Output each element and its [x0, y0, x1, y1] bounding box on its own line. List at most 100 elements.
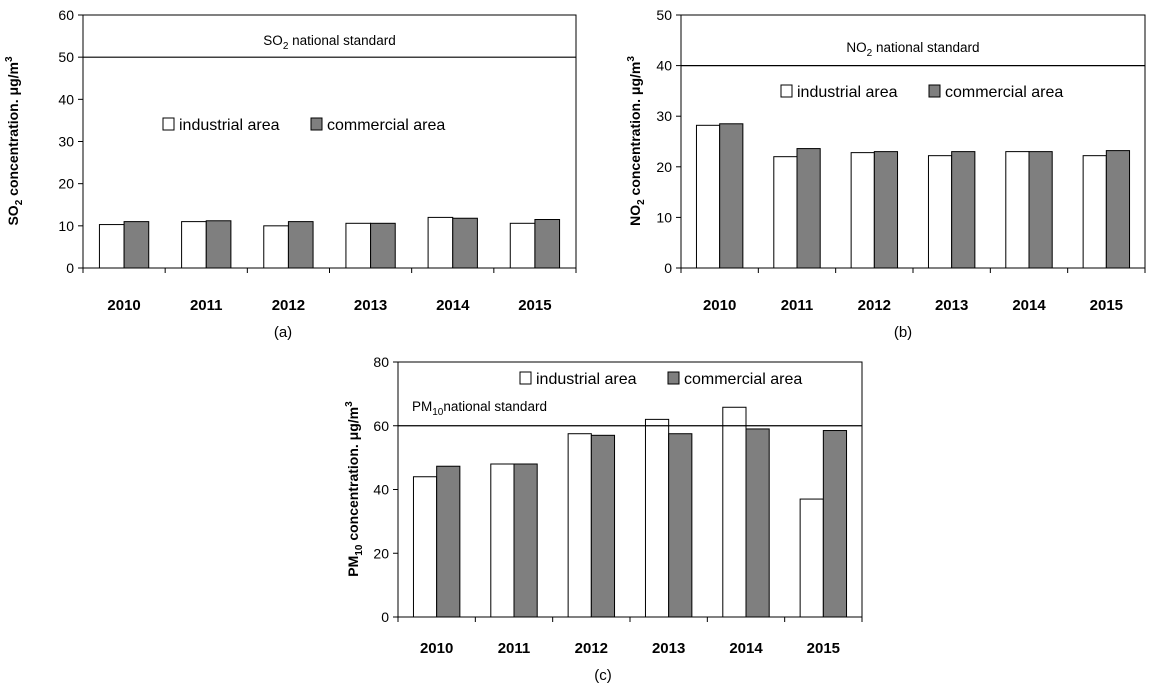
legend: industrial area commercial area — [519, 371, 802, 388]
x-tick-label: 2014 — [729, 640, 763, 657]
chart-panel-3: 0 20 40 60 80 2010 2011 2012 2013 2014 2015 PM10nat… — [344, 354, 863, 684]
commercial-bar-2010 — [719, 123, 744, 269]
y-tick-label: 0 — [66, 260, 74, 276]
industrial-bar-2012 — [263, 225, 289, 269]
industrial-bar-2011 — [490, 463, 515, 618]
industrial-bar-2015 — [509, 222, 536, 269]
y-tick-label: 60 — [373, 418, 389, 434]
commercial-bar-2010 — [123, 221, 150, 269]
y-axis-label: NO2 concentration. μg/m3 — [626, 56, 647, 226]
y-tick-label: 20 — [373, 545, 389, 561]
x-tick-label: 2010 — [703, 297, 736, 314]
commercial-bar-2011 — [513, 463, 538, 618]
industrial-bar-2011 — [181, 221, 207, 269]
legend: industrial area commercial area — [780, 84, 1063, 101]
legend-swatch-industrial — [519, 371, 532, 385]
legend-swatch-industrial — [780, 84, 793, 98]
y-tick-label: 50 — [656, 7, 672, 23]
y-axis-label: PM10 concentration. μg/m3 — [344, 401, 365, 577]
x-tick-label: 2010 — [420, 640, 453, 657]
industrial-bar-2011 — [773, 156, 798, 269]
legend-label-industrial: industrial area — [536, 371, 637, 388]
industrial-bar-2012 — [567, 433, 592, 618]
x-tick-label: 2012 — [858, 297, 891, 314]
legend-label-commercial: commercial area — [684, 371, 802, 388]
y-tick-label: 40 — [656, 58, 672, 74]
industrial-bar-2012 — [850, 152, 875, 269]
y-tick-label: 40 — [373, 482, 389, 498]
industrial-bar-2010 — [695, 124, 721, 269]
x-tick-label: 2015 — [807, 640, 840, 657]
x-tick-label: 2014 — [436, 297, 470, 314]
y-tick-label: 20 — [656, 159, 672, 175]
legend-swatch-industrial — [162, 117, 175, 131]
panel-label: (a) — [274, 324, 292, 341]
x-tick-label: 2013 — [935, 297, 968, 314]
industrial-bar-2013 — [927, 155, 953, 269]
panel-label: (c) — [594, 667, 612, 684]
x-tick-label: 2011 — [781, 297, 814, 314]
x-tick-label: 2012 — [272, 297, 305, 314]
commercial-bar-2014 — [745, 428, 770, 618]
commercial-bar-2013 — [668, 433, 693, 618]
commercial-bar-2011 — [796, 148, 821, 269]
x-tick-label: 2010 — [107, 297, 140, 314]
industrial-bar-2014 — [427, 216, 454, 269]
industrial-bar-2013 — [644, 418, 670, 618]
commercial-bar-2010 — [436, 465, 461, 618]
legend-label-industrial: industrial area — [797, 84, 898, 101]
legend-swatch-commercial — [928, 84, 941, 98]
industrial-bar-2014 — [1005, 151, 1030, 269]
commercial-bar-2012 — [590, 434, 616, 618]
legend-label-commercial: commercial area — [327, 117, 445, 134]
y-tick-label: 20 — [58, 176, 74, 192]
legend-swatch-commercial — [310, 117, 323, 131]
national-standard-label: NO2 national standard — [846, 40, 979, 59]
y-tick-label: 80 — [373, 354, 389, 370]
industrial-bar-2010 — [98, 224, 125, 269]
commercial-bar-2013 — [370, 222, 396, 269]
industrial-bar-2015 — [1082, 155, 1107, 269]
commercial-bar-2014 — [452, 217, 478, 269]
y-tick-label: 0 — [664, 260, 672, 276]
x-tick-label: 2014 — [1012, 297, 1046, 314]
y-tick-label: 40 — [58, 91, 74, 107]
y-tick-label: 10 — [58, 218, 74, 234]
industrial-bar-2015 — [799, 498, 824, 618]
chart-panel-2: 0 10 20 30 40 50 2010 2011 2012 2013 2014 2015 NO2 n… — [626, 7, 1146, 341]
y-tick-label: 60 — [58, 7, 74, 23]
panel-label: (b) — [894, 324, 912, 341]
y-tick-label: 0 — [381, 609, 389, 625]
chart-panel-1: 0 10 20 30 40 50 60 2010 2011 2012 2013 2014 2015 SO2… — [4, 7, 577, 341]
y-tick-label: 50 — [58, 49, 74, 65]
y-tick-label: 30 — [656, 108, 672, 124]
commercial-bar-2011 — [205, 220, 232, 269]
industrial-bar-2010 — [412, 476, 438, 618]
y-axis-label: SO2 concentration. μg/m3 — [4, 56, 25, 226]
x-tick-label: 2015 — [1090, 297, 1123, 314]
commercial-bar-2015 — [1105, 150, 1131, 269]
legend-label-commercial: commercial area — [945, 84, 1063, 101]
x-tick-label: 2012 — [575, 640, 608, 657]
commercial-bar-2014 — [1028, 151, 1053, 269]
legend-label-industrial: industrial area — [179, 117, 280, 134]
commercial-bar-2015 — [822, 430, 848, 618]
commercial-bar-2015 — [534, 219, 561, 269]
y-tick-label: 30 — [58, 134, 74, 150]
x-tick-label: 2011 — [190, 297, 223, 314]
commercial-bar-2012 — [287, 221, 314, 269]
industrial-bar-2014 — [722, 406, 747, 618]
legend-swatch-commercial — [667, 371, 680, 385]
national-standard-label: PM10national standard — [412, 399, 547, 418]
y-tick-label: 10 — [656, 209, 672, 225]
legend: industrial area commercial area — [162, 117, 445, 134]
x-tick-label: 2013 — [652, 640, 685, 657]
x-tick-label: 2013 — [354, 297, 387, 314]
commercial-bar-2012 — [873, 151, 899, 269]
x-tick-label: 2011 — [498, 640, 531, 657]
commercial-bar-2013 — [951, 151, 976, 269]
plot-frame — [82, 14, 577, 269]
industrial-bar-2013 — [345, 222, 372, 269]
national-standard-label: SO2 national standard — [263, 33, 395, 52]
